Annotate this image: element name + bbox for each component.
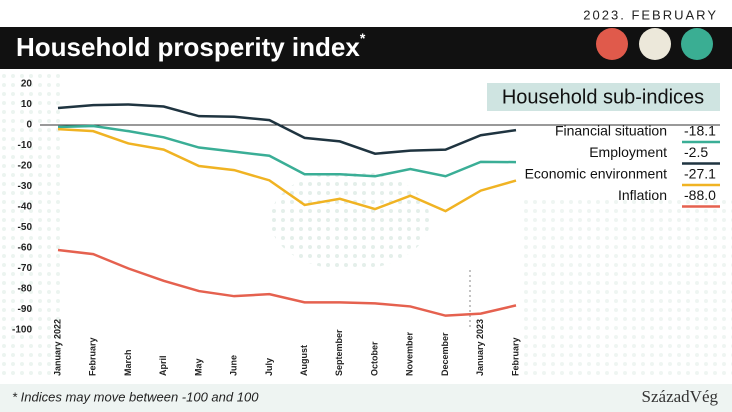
legend-value: -27.1 — [684, 166, 716, 182]
series-line — [57, 248, 517, 317]
y-tick-label: -50 — [18, 222, 33, 233]
logo: SzázadVég — [642, 387, 719, 406]
footnote: * Indices may move between -100 and 100 — [12, 389, 259, 404]
x-tick-label: January 2022 — [52, 319, 62, 376]
y-tick-label: 20 — [21, 79, 33, 90]
y-tick-label: 0 — [26, 120, 32, 131]
x-tick-label: March — [123, 349, 133, 376]
legend-value: -2.5 — [684, 144, 708, 160]
legend-title: Household sub-indices — [502, 86, 704, 108]
series-line — [57, 124, 517, 178]
legend-label: Inflation — [618, 187, 667, 203]
legend-title-box — [487, 83, 720, 111]
x-tick-label: June — [229, 355, 239, 376]
x-tick-label: July — [264, 358, 274, 376]
footer — [0, 384, 732, 412]
y-tick-label: -70 — [18, 263, 33, 274]
title-text: Household prosperity index — [16, 32, 360, 62]
y-tick-label: -30 — [18, 181, 33, 192]
x-tick-label: February — [510, 337, 520, 376]
legend-value: -18.1 — [684, 123, 716, 139]
y-tick-label: -90 — [18, 304, 33, 315]
pattern — [520, 200, 732, 380]
legend-label: Economic environment — [525, 166, 668, 182]
pattern — [0, 70, 60, 380]
legend-value: -88.0 — [684, 187, 716, 203]
icon — [596, 28, 628, 60]
chart-title: Household prosperity index* — [16, 30, 366, 62]
x-tick-label: September — [334, 329, 344, 376]
x-tick-label: April — [158, 355, 168, 376]
y-tick-label: -40 — [18, 202, 33, 213]
series-line — [57, 127, 517, 213]
x-tick-label: May — [193, 358, 203, 376]
y-tick-label: -20 — [18, 161, 33, 172]
legend-label: Employment — [589, 144, 667, 160]
y-tick-label: -10 — [18, 140, 33, 151]
pattern — [270, 170, 430, 270]
title-mark: * — [360, 30, 366, 46]
icon — [681, 28, 713, 60]
x-tick-label: February — [88, 337, 98, 376]
x-tick-label: August — [299, 345, 309, 376]
icon — [639, 28, 671, 60]
y-tick-label: 10 — [21, 99, 33, 110]
date-label: 2023. FEBRUARY — [583, 7, 718, 22]
legend-label: Financial situation — [555, 123, 667, 139]
x-tick-label: January 2023 — [475, 319, 485, 376]
y-tick-label: -60 — [18, 243, 33, 254]
series-line — [57, 103, 517, 155]
x-tick-label: October — [369, 341, 379, 376]
x-tick-label: December — [440, 332, 450, 376]
x-tick-label: November — [405, 331, 415, 376]
y-tick-label: -80 — [18, 284, 33, 295]
y-tick-label: -100 — [12, 325, 32, 336]
